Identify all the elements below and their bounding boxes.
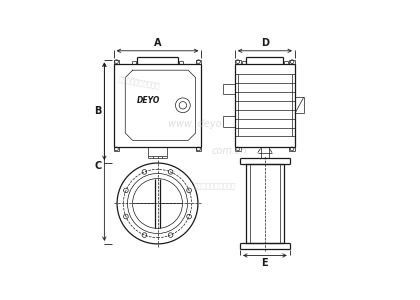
Text: B: B bbox=[94, 106, 102, 116]
Text: E: E bbox=[262, 258, 268, 268]
Text: 苏州德拓阀门有限公司: 苏州德拓阀门有限公司 bbox=[194, 183, 236, 190]
Bar bbox=[196, 147, 202, 151]
Bar bbox=[289, 60, 295, 64]
Bar bbox=[235, 147, 241, 151]
Text: com.cn: com.cn bbox=[211, 146, 247, 157]
Bar bbox=[113, 147, 119, 151]
Bar bbox=[235, 60, 241, 64]
Text: C: C bbox=[94, 160, 102, 171]
Bar bbox=[196, 60, 202, 64]
Text: D: D bbox=[261, 38, 269, 48]
Text: 苏州德拓阀门有限公司: 苏州德拓阀门有限公司 bbox=[118, 75, 160, 89]
Text: DEYO: DEYO bbox=[136, 96, 160, 105]
Text: www. deyo.: www. deyo. bbox=[168, 119, 225, 129]
Bar bbox=[113, 60, 119, 64]
Text: A: A bbox=[154, 38, 161, 48]
Bar bbox=[289, 147, 295, 151]
